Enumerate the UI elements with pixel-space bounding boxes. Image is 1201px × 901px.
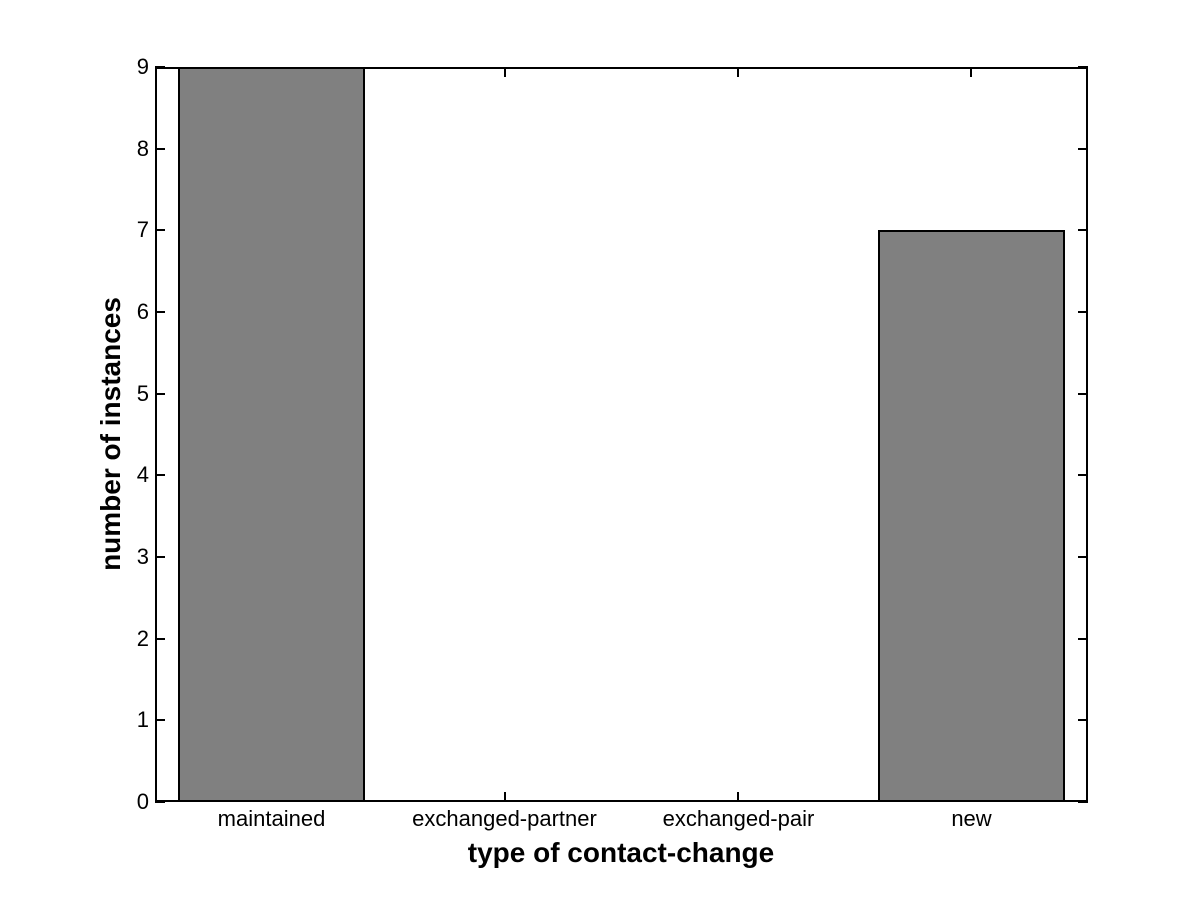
y-tick-mark-left [155,229,165,231]
x-tick-mark-top [737,67,739,77]
y-tick-mark-left [155,801,165,803]
x-tick-label: exchanged-partner [412,806,597,831]
x-tick-label: new [951,806,992,831]
y-tick-mark-left [155,474,165,476]
x-tick-mark-bottom [737,792,739,802]
y-tick-mark-right [1078,556,1088,558]
y-tick-mark-left [155,148,165,150]
y-tick-mark-right [1078,229,1088,231]
x-tick-mark-top [970,67,972,77]
y-axis-title: number of instances [95,297,126,571]
y-tick-label: 5 [136,381,149,406]
y-tick-mark-right [1078,638,1088,640]
y-tick-mark-right [1078,393,1088,395]
y-tick-mark-left [155,66,165,68]
x-tick-label: exchanged-pair [662,806,815,831]
plot-area [155,66,1088,803]
bar-maintained [178,67,365,802]
y-tick-mark-right [1078,474,1088,476]
y-tick-mark-left [155,556,165,558]
axis-box [155,67,1088,802]
y-tick-mark-right [1078,801,1088,803]
y-tick-mark-right [1078,311,1088,313]
y-tick-label: 2 [136,626,149,651]
y-tick-mark-right [1078,719,1088,721]
bar-new [878,230,1065,802]
y-tick-label: 1 [136,707,149,732]
y-tick-mark-left [155,719,165,721]
y-tick-label: 0 [136,789,149,814]
y-tick-label: 9 [136,54,149,79]
y-tick-mark-right [1078,148,1088,150]
y-tick-label: 6 [136,299,149,324]
y-tick-label: 4 [136,462,149,487]
x-tick-label: maintained [217,806,326,831]
y-tick-label: 7 [136,217,149,242]
y-tick-mark-right [1078,66,1088,68]
y-tick-mark-left [155,638,165,640]
y-tick-label: 3 [136,544,149,569]
y-tick-mark-left [155,393,165,395]
y-tick-label: 8 [136,136,149,161]
x-tick-mark-top [504,67,506,77]
x-axis-title: type of contact-change [467,837,775,868]
y-tick-mark-left [155,311,165,313]
x-tick-mark-bottom [504,792,506,802]
